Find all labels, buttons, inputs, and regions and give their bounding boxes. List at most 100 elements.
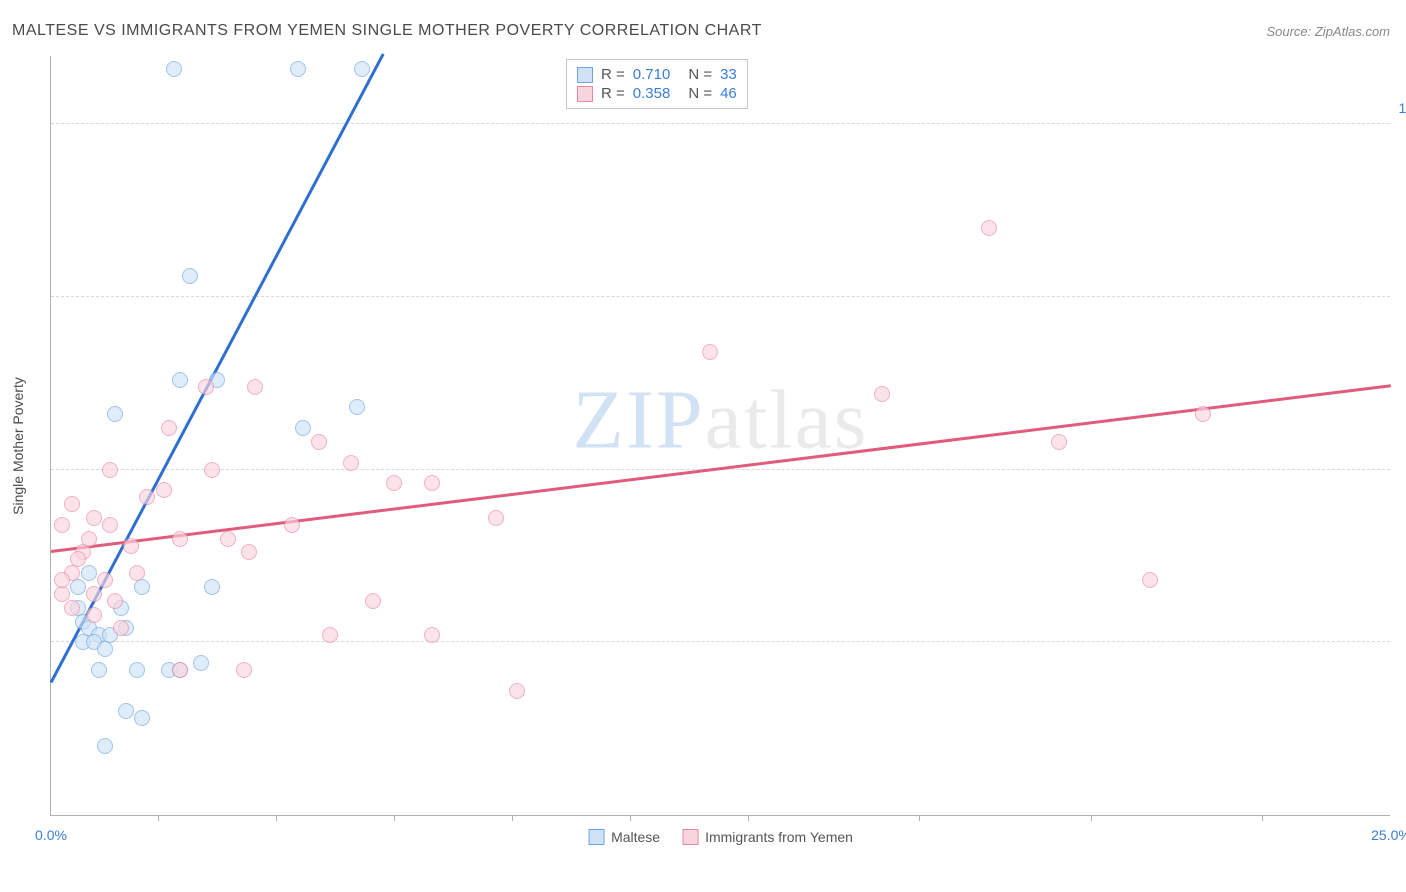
data-point	[123, 538, 139, 554]
data-point	[172, 531, 188, 547]
x-tick	[158, 815, 159, 821]
data-point	[702, 344, 718, 360]
data-point	[86, 510, 102, 526]
legend-row: R = 0.710 N = 33	[577, 65, 737, 84]
data-point	[172, 372, 188, 388]
data-point	[386, 475, 402, 491]
data-point	[509, 683, 525, 699]
chart-title: MALTESE VS IMMIGRANTS FROM YEMEN SINGLE …	[12, 22, 762, 40]
data-point	[161, 420, 177, 436]
data-point	[1142, 572, 1158, 588]
data-point	[311, 434, 327, 450]
data-point	[156, 482, 172, 498]
data-point	[102, 462, 118, 478]
n-value: 33	[720, 66, 737, 83]
y-axis-label: Single Mother Poverty	[10, 377, 26, 515]
x-tick-label: 0.0%	[35, 827, 67, 843]
data-point	[290, 61, 306, 77]
data-point	[129, 565, 145, 581]
data-point	[182, 268, 198, 284]
data-point	[64, 600, 80, 616]
data-point	[193, 655, 209, 671]
y-tick-label: 50.0%	[1396, 446, 1406, 462]
data-point	[102, 517, 118, 533]
data-point	[198, 379, 214, 395]
legend-swatch	[682, 829, 698, 845]
gridline	[51, 641, 1390, 642]
x-tick	[1262, 815, 1263, 821]
data-point	[54, 517, 70, 533]
x-tick	[394, 815, 395, 821]
scatter-chart: ZIPatlas R =0.710N =33R =0.358N =46 Malt…	[50, 56, 1390, 816]
data-point	[424, 475, 440, 491]
legend-item: Maltese	[588, 829, 660, 845]
data-point	[166, 61, 182, 77]
data-point	[322, 627, 338, 643]
data-point	[81, 565, 97, 581]
data-point	[981, 220, 997, 236]
legend-swatch	[588, 829, 604, 845]
y-tick-label: 75.0%	[1396, 273, 1406, 289]
r-value: 0.710	[633, 66, 671, 83]
data-point	[236, 662, 252, 678]
data-point	[97, 641, 113, 657]
data-point	[70, 551, 86, 567]
data-point	[349, 399, 365, 415]
data-point	[118, 703, 134, 719]
data-point	[107, 593, 123, 609]
data-point	[54, 586, 70, 602]
data-point	[107, 406, 123, 422]
legend-label: Immigrants from Yemen	[705, 829, 853, 845]
data-point	[134, 579, 150, 595]
legend-swatch	[577, 67, 593, 83]
r-label: R =	[601, 85, 625, 102]
data-point	[874, 386, 890, 402]
data-point	[488, 510, 504, 526]
data-point	[91, 662, 107, 678]
x-tick	[919, 815, 920, 821]
x-tick	[1091, 815, 1092, 821]
source-attribution: Source: ZipAtlas.com	[1266, 24, 1390, 39]
data-point	[204, 462, 220, 478]
data-point	[172, 662, 188, 678]
y-tick-label: 100.0%	[1396, 100, 1406, 116]
legend-label: Maltese	[611, 829, 660, 845]
data-point	[134, 710, 150, 726]
gridline	[51, 123, 1390, 124]
data-point	[70, 579, 86, 595]
n-value: 46	[720, 85, 737, 102]
legend-item: Immigrants from Yemen	[682, 829, 853, 845]
legend-row: R = 0.358 N = 46	[577, 84, 737, 103]
data-point	[295, 420, 311, 436]
data-point	[64, 496, 80, 512]
r-value: 0.358	[633, 85, 671, 102]
data-point	[54, 572, 70, 588]
n-label: N =	[688, 66, 712, 83]
r-label: R =	[601, 66, 625, 83]
y-tick-label: 25.0%	[1396, 618, 1406, 634]
correlation-legend: R = 0.710 N = 33 R = 0.358 N = 46	[566, 59, 748, 109]
data-point	[343, 455, 359, 471]
x-tick-label: 25.0%	[1371, 827, 1406, 843]
x-tick	[512, 815, 513, 821]
data-point	[86, 607, 102, 623]
data-point	[97, 738, 113, 754]
x-tick	[276, 815, 277, 821]
data-point	[139, 489, 155, 505]
data-point	[97, 572, 113, 588]
data-point	[424, 627, 440, 643]
data-point	[129, 662, 145, 678]
data-point	[86, 586, 102, 602]
data-point	[284, 517, 300, 533]
data-point	[354, 61, 370, 77]
data-point	[1195, 406, 1211, 422]
x-tick	[630, 815, 631, 821]
data-point	[81, 531, 97, 547]
data-point	[220, 531, 236, 547]
data-point	[241, 544, 257, 560]
data-point	[365, 593, 381, 609]
data-point	[204, 579, 220, 595]
data-point	[113, 620, 129, 636]
series-legend: Maltese Immigrants from Yemen	[588, 829, 853, 845]
n-label: N =	[688, 85, 712, 102]
